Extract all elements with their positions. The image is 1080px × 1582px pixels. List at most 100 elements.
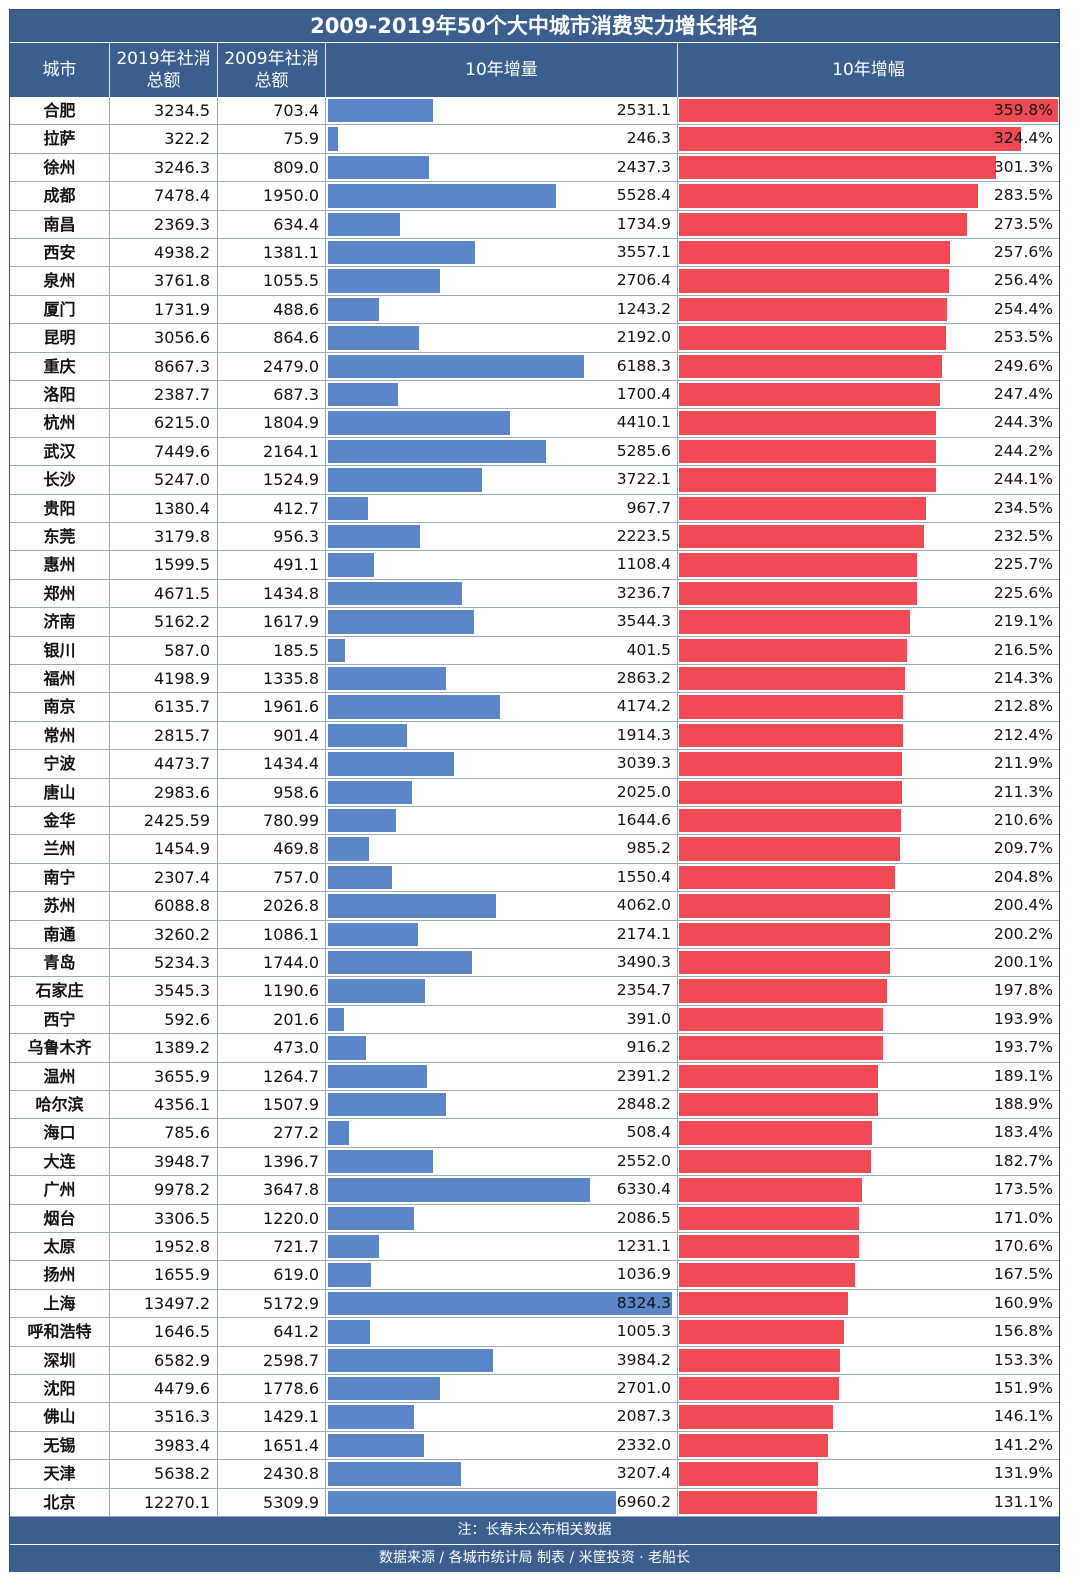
header-2009: 2009年社消 总额: [218, 43, 326, 97]
value-2009: 1190.6: [218, 977, 326, 1005]
value-2009: 473.0: [218, 1034, 326, 1062]
growth-bar: [679, 1007, 884, 1032]
increase-value: 916.2: [626, 1038, 671, 1057]
value-2019: 5234.3: [110, 949, 218, 977]
increase-cell: 3490.3: [326, 949, 678, 977]
increase-value: 2437.3: [616, 157, 671, 176]
value-2019: 5247.0: [110, 466, 218, 494]
growth-value: 193.7%: [993, 1038, 1053, 1057]
increase-value: 985.2: [626, 839, 671, 858]
growth-bar: [679, 723, 903, 748]
increase-bar: [328, 1405, 415, 1429]
value-2019: 322.2: [110, 125, 218, 153]
growth-bar: [679, 667, 905, 691]
increase-bar: [328, 1490, 616, 1514]
increase-bar: [328, 468, 482, 492]
growth-cell: 146.1%: [678, 1403, 1059, 1430]
city-name: 郑州: [10, 579, 110, 608]
increase-value: 8324.3: [616, 1293, 671, 1312]
growth-cell: 359.8%: [678, 97, 1059, 124]
header-2019: 2019年社消 总额: [110, 43, 218, 97]
value-2009: 1617.9: [218, 608, 326, 636]
value-2009: 1220.0: [218, 1204, 326, 1232]
table-row: 乌鲁木齐 1389.2 473.0 916.2 193.7%: [10, 1034, 1059, 1063]
increase-value: 3557.1: [616, 243, 671, 261]
increase-value: 1231.1: [616, 1237, 671, 1255]
growth-value: 254.4%: [993, 299, 1053, 318]
increase-value: 2025.0: [616, 782, 671, 801]
value-2009: 757.0: [218, 863, 326, 892]
increase-bar: [328, 525, 420, 549]
growth-bar: [679, 752, 903, 776]
growth-bar: [679, 354, 942, 378]
growth-value: 225.6%: [993, 583, 1053, 602]
table-footer: 数据来源 / 各城市统计局 制表 / 米筐投资 · 老船长: [10, 1545, 1059, 1572]
growth-value: 167.5%: [993, 1265, 1053, 1284]
growth-cell: 283.5%: [678, 182, 1059, 209]
city-name: 西宁: [10, 1005, 110, 1034]
growth-bar: [679, 383, 940, 407]
growth-value: 244.1%: [993, 470, 1053, 489]
header-2009-line2: 总额: [254, 71, 289, 91]
increase-cell: 2223.5: [326, 523, 678, 551]
value-2009: 721.7: [218, 1233, 326, 1261]
growth-bar: [679, 1433, 828, 1458]
table-row: 扬州 1655.9 619.0 1036.9 167.5%: [10, 1261, 1059, 1290]
table-row: 北京 12270.1 5309.9 6960.2 131.1%: [10, 1488, 1059, 1517]
header-city-label: 城市: [42, 60, 77, 80]
value-2009: 780.99: [218, 807, 326, 835]
increase-bar: [328, 326, 419, 350]
value-2009: 2479.0: [218, 352, 326, 380]
increase-bar: [328, 1348, 493, 1372]
city-name: 上海: [10, 1289, 110, 1318]
growth-cell: 173.5%: [678, 1176, 1059, 1203]
growth-cell: 167.5%: [678, 1261, 1059, 1288]
growth-bar: [679, 1121, 873, 1145]
value-2009: 488.6: [218, 295, 326, 324]
growth-value: 216.5%: [993, 640, 1053, 659]
table-row: 福州 4198.9 1335.8 2863.2 214.3%: [10, 665, 1059, 694]
growth-cell: 234.5%: [678, 495, 1059, 522]
growth-cell: 273.5%: [678, 211, 1059, 238]
growth-value: 153.3%: [993, 1350, 1053, 1369]
growth-bar: [679, 695, 904, 719]
increase-bar: [328, 383, 399, 407]
table-row: 西宁 592.6 201.6 391.0 193.9%: [10, 1005, 1059, 1035]
value-2009: 1264.7: [218, 1062, 326, 1090]
growth-value: 183.4%: [993, 1123, 1053, 1142]
value-2019: 3234.5: [110, 97, 218, 125]
value-2019: 587.0: [110, 636, 218, 664]
table-note: 注：长春未公布相关数据: [10, 1517, 1059, 1544]
value-2009: 1524.9: [218, 466, 326, 494]
increase-value: 1550.4: [616, 867, 671, 886]
increase-cell: 916.2: [326, 1034, 678, 1062]
value-2019: 3983.4: [110, 1431, 218, 1460]
city-name: 苏州: [10, 892, 110, 920]
increase-value: 2531.1: [616, 101, 671, 119]
increase-cell: 508.4: [326, 1119, 678, 1147]
growth-value: 193.9%: [993, 1009, 1053, 1028]
increase-value: 5285.6: [616, 441, 671, 460]
growth-value: 283.5%: [993, 186, 1053, 205]
growth-cell: 212.8%: [678, 693, 1059, 720]
growth-value: 214.3%: [993, 669, 1053, 687]
growth-bar: [679, 496, 926, 520]
value-2019: 2425.59: [110, 807, 218, 835]
value-2009: 1381.1: [218, 239, 326, 267]
growth-cell: 182.7%: [678, 1148, 1059, 1175]
increase-bar: [328, 610, 475, 634]
growth-bar: [679, 1206, 860, 1230]
growth-bar: [679, 837, 900, 861]
increase-value: 3544.3: [616, 612, 671, 631]
growth-value: 253.5%: [993, 328, 1053, 347]
growth-cell: 216.5%: [678, 637, 1059, 664]
table-row: 南宁 2307.4 757.0 1550.4 204.8%: [10, 863, 1059, 893]
growth-cell: 188.9%: [678, 1091, 1059, 1118]
growth-bar: [679, 979, 888, 1003]
growth-bar: [679, 1291, 849, 1316]
increase-cell: 391.0: [326, 1005, 678, 1034]
table-row: 贵阳 1380.4 412.7 967.7 234.5%: [10, 494, 1059, 523]
table-row: 太原 1952.8 721.7 1231.1 170.6%: [10, 1233, 1059, 1262]
value-2009: 641.2: [218, 1318, 326, 1346]
increase-bar: [328, 496, 368, 520]
